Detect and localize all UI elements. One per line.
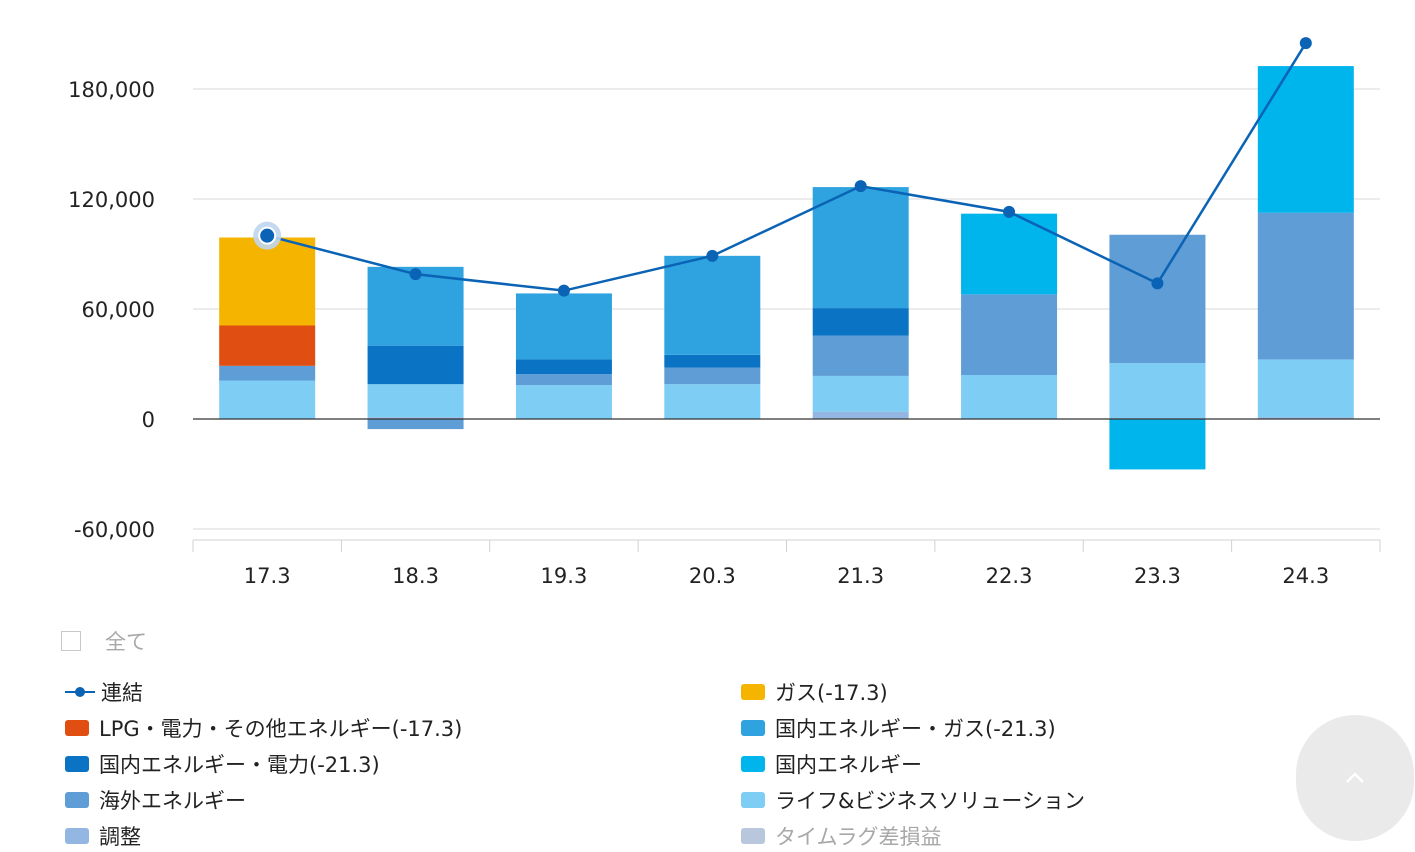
line-point[interactable] [557,284,570,297]
color-swatch-icon [741,828,765,844]
show-all-checkbox[interactable] [61,631,81,651]
legend-label: 国内エネルギー・ガス(-21.3) [775,717,1056,741]
x-tick-label: 18.3 [392,564,439,588]
x-tick-label: 22.3 [986,564,1033,588]
legend-label: 調整 [99,825,141,849]
bar-segment[interactable] [367,345,464,385]
show-all-toggle[interactable]: 全て [61,627,147,655]
bar-segment[interactable] [961,375,1058,419]
line-point[interactable] [1151,277,1164,290]
chevron-up-icon [1346,772,1364,783]
bar-segment[interactable] [812,375,909,412]
bar-segment[interactable] [812,187,909,309]
x-tick-label: 17.3 [244,564,291,588]
bar-segment[interactable] [515,359,612,375]
color-swatch-icon [741,684,765,700]
bar-segment[interactable] [664,367,761,385]
bar-segment[interactable] [1109,419,1206,470]
legend-label: 海外エネルギー [99,789,246,813]
color-swatch-icon [741,720,765,736]
legend-label: 連結 [101,681,143,705]
legend-item-consolidated[interactable]: 連結 [65,678,143,706]
legend-item-overseas-energy[interactable]: 海外エネルギー [65,786,246,814]
line-point[interactable] [258,226,277,245]
consolidated-line [266,42,1307,292]
y-tick-label: 180,000 [68,78,155,102]
legend-label: ガス(-17.3) [775,681,888,705]
legend-item-time-lag[interactable]: タイムラグ差損益 [741,822,942,850]
bar-segment[interactable] [1257,359,1354,418]
x-tick-label: 20.3 [689,564,736,588]
bar-segment[interactable] [515,374,612,386]
x-tick-label: 24.3 [1282,564,1329,588]
y-tick-label: 0 [142,408,155,432]
bar-segment[interactable] [664,384,761,419]
bar-segment[interactable] [812,411,909,419]
color-swatch-icon [65,756,89,772]
bar-segment[interactable] [812,335,909,376]
bar-segment[interactable] [664,255,761,355]
y-tick-label: 60,000 [82,298,155,322]
legend-label: ライフ&ビジネスソリューション [775,789,1085,813]
bar-segment[interactable] [1109,234,1206,364]
bar-segment[interactable] [219,365,316,381]
bar-segment[interactable] [1109,363,1206,419]
bar-segment[interactable] [367,419,464,430]
bar-segment[interactable] [812,308,909,336]
bar-segment[interactable] [367,417,464,419]
line-point[interactable] [1299,37,1312,50]
bar-segment[interactable] [1257,66,1354,213]
color-swatch-icon [65,828,89,844]
color-swatch-icon [65,720,89,736]
y-tick-label: -60,000 [74,518,155,542]
chart: 180,000 120,000 60,000 0 -60,000 17.3 18.3 19.3… [68,37,1381,588]
line-point[interactable] [409,268,422,281]
scroll-to-top-button[interactable] [1296,715,1414,841]
y-tick-label: 120,000 [68,188,155,212]
line-point[interactable] [706,249,719,262]
legend-item-domestic-gas[interactable]: 国内エネルギー・ガス(-21.3) [741,714,1056,742]
x-tick-label: 21.3 [837,564,884,588]
legend-item-lpg-power-other[interactable]: LPG・電力・その他エネルギー(-17.3) [65,714,462,742]
legend-item-life-business[interactable]: ライフ&ビジネスソリューション [741,786,1085,814]
bar-segment[interactable] [515,293,612,360]
show-all-label: 全て [105,630,147,654]
bar-segment[interactable] [961,213,1058,295]
legend-item-gas-17[interactable]: ガス(-17.3) [741,678,888,706]
x-tick-label: 23.3 [1134,564,1181,588]
color-swatch-icon [741,756,765,772]
legend-label: 国内エネルギー [775,753,922,777]
legend-item-adjustment[interactable]: 調整 [65,822,141,850]
legend-label: 国内エネルギー・電力(-21.3) [99,753,380,777]
line-point[interactable] [854,180,867,193]
bar-segment[interactable] [1257,212,1354,360]
line-series-marker-icon [65,684,95,700]
bar-segment[interactable] [219,380,316,420]
color-swatch-icon [65,792,89,808]
bar-segment[interactable] [219,325,316,366]
bar-segment[interactable] [219,237,316,326]
bar-segment[interactable] [367,384,464,418]
bar-segment[interactable] [1257,417,1354,419]
bar-segment[interactable] [961,294,1058,375]
bar-segment[interactable] [664,354,761,368]
legend-label: LPG・電力・その他エネルギー(-17.3) [99,717,463,741]
bar-segment[interactable] [515,385,612,419]
x-tick-label: 19.3 [541,564,588,588]
legend-item-domestic-power[interactable]: 国内エネルギー・電力(-21.3) [65,750,380,778]
line-point[interactable] [1003,205,1016,218]
color-swatch-icon [741,792,765,808]
legend-item-domestic-energy[interactable]: 国内エネルギー [741,750,922,778]
legend-label: タイムラグ差損益 [775,825,942,849]
